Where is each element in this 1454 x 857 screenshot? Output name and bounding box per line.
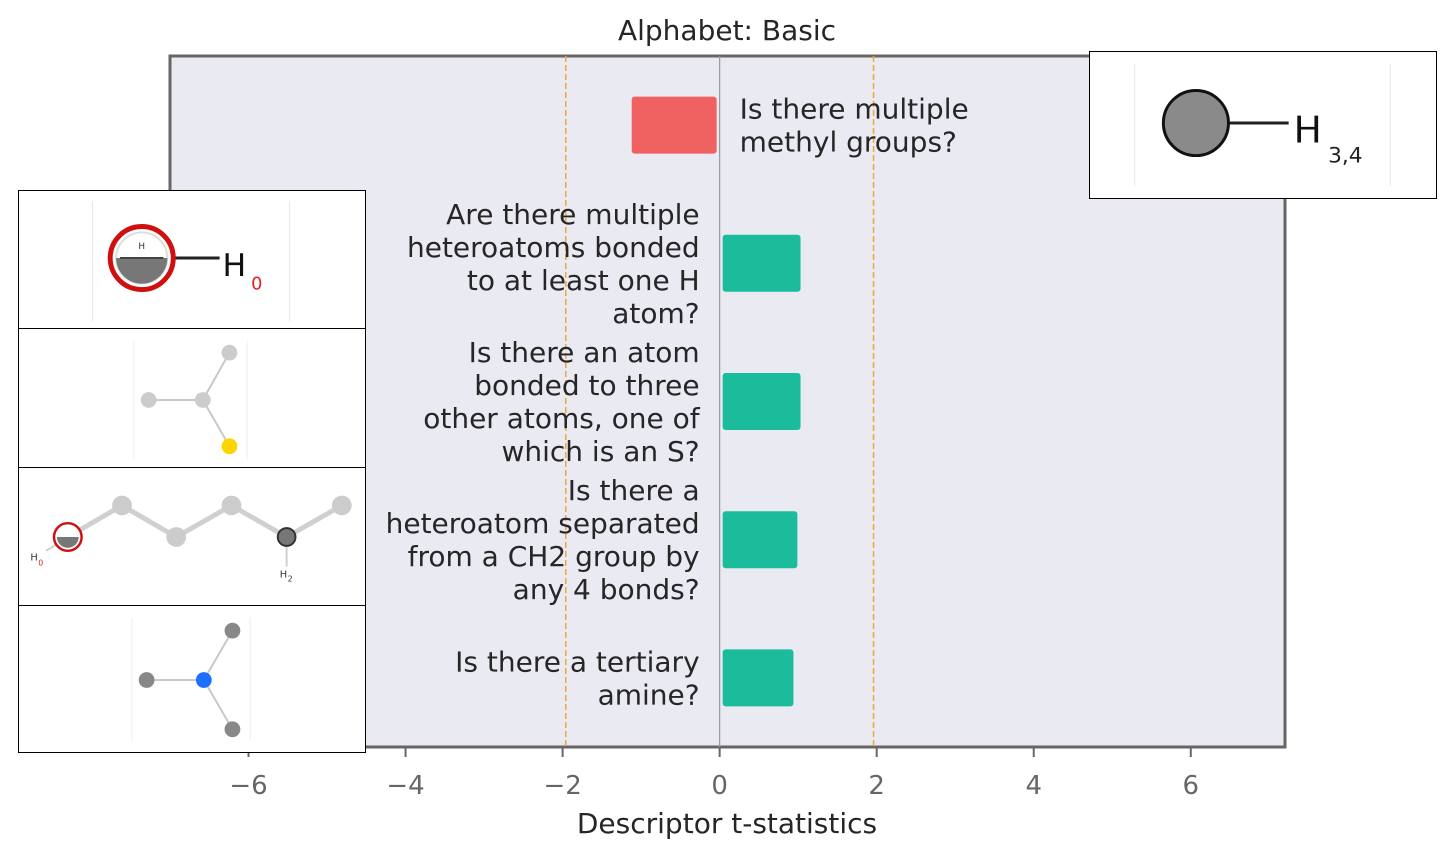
bar	[722, 649, 794, 707]
atom-label: H	[223, 248, 247, 284]
bar-label: Is there an atom bonded to three other ato…	[423, 336, 701, 468]
structure-inset-left-1: H H 0	[18, 190, 366, 329]
node-label: H	[280, 569, 287, 580]
ring-label: H	[30, 553, 37, 564]
x-tick-label: 0	[711, 771, 728, 801]
x-tick-label: −6	[229, 771, 267, 801]
x-tick-label: 2	[868, 771, 885, 801]
x-tick-label: 6	[1183, 771, 1200, 801]
chart-title: Alphabet: Basic	[618, 14, 836, 47]
atom-subscript: 0	[251, 275, 262, 295]
x-tick-label: −2	[543, 771, 581, 801]
atom-subscript: 3,4	[1328, 143, 1363, 168]
bar	[722, 234, 801, 292]
bar-label: Is there multiple methyl groups?	[740, 93, 969, 159]
x-tick-label: 4	[1025, 771, 1042, 801]
bar-label: Is there a tertiary amine?	[455, 645, 700, 711]
bar-label: Is there a heteroatom separated from a CH2…	[386, 474, 700, 606]
structure-inset-left-4	[18, 605, 366, 753]
x-tick-label: −4	[386, 771, 424, 801]
structure-inset-top-right: H 3,4	[1089, 51, 1437, 199]
bar	[722, 511, 798, 569]
bar	[722, 373, 801, 430]
structure-inset-left-2	[18, 328, 366, 468]
ring-subscript: 0	[38, 559, 43, 568]
structure-inset-left-3: H 0 H 2	[18, 467, 366, 606]
atom-node	[1161, 88, 1230, 158]
node-subscript: 2	[288, 574, 293, 583]
atom-label: H	[1294, 108, 1322, 152]
bar-label: Are there multiple heteroatoms bonded to a…	[407, 198, 700, 330]
x-axis-label: Descriptor t-statistics	[577, 807, 877, 840]
bar	[631, 96, 717, 154]
badge-label: H	[138, 242, 145, 252]
